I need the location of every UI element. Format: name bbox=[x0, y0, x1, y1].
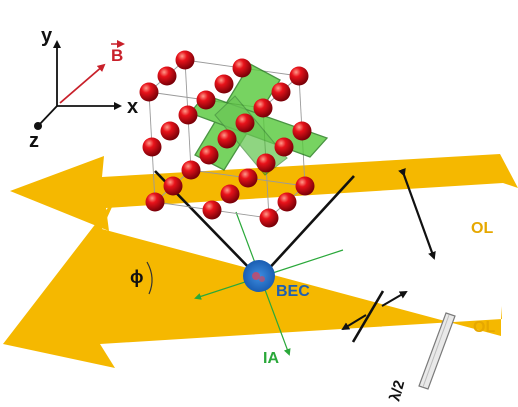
lattice-atoms bbox=[139, 50, 315, 228]
lattice-atom bbox=[217, 129, 237, 149]
angle-arc bbox=[146, 261, 153, 295]
polarization-arrow-upper bbox=[398, 167, 436, 260]
lattice-atom bbox=[142, 137, 162, 157]
polarization-arrows bbox=[341, 167, 436, 343]
lattice-atom bbox=[295, 176, 315, 196]
lattice-atom bbox=[181, 160, 201, 180]
bec-cloud bbox=[243, 260, 275, 292]
lattice-atom bbox=[145, 192, 165, 212]
lattice-atom bbox=[271, 82, 291, 102]
lattice-atom bbox=[292, 121, 312, 141]
lattice-atom bbox=[289, 66, 309, 86]
lattice-atom bbox=[277, 192, 297, 212]
axis-y-label: y bbox=[41, 25, 53, 47]
lattice-cube bbox=[139, 50, 329, 228]
lattice-atom bbox=[256, 153, 276, 173]
axis-x-label: x bbox=[127, 96, 138, 118]
lattice-atom bbox=[214, 74, 234, 94]
b-field-label: B bbox=[111, 46, 123, 65]
ol-lower-label: OL bbox=[473, 319, 495, 336]
lattice-atom bbox=[199, 145, 219, 165]
z-axis-line bbox=[37, 105, 58, 127]
angle-label: ϕ bbox=[130, 267, 144, 287]
labels: y x z B ϕ BEC IA OL OL λ/2 bbox=[29, 25, 495, 403]
lattice-atom bbox=[259, 208, 279, 228]
lattice-atom bbox=[232, 58, 252, 78]
lattice-atom bbox=[160, 121, 180, 141]
bec-label: BEC bbox=[276, 283, 310, 300]
coordinate-axes bbox=[34, 40, 122, 130]
polarization-arrow-lower-right bbox=[381, 290, 408, 307]
lattice-atom bbox=[202, 200, 222, 220]
waveplate-element bbox=[418, 312, 456, 390]
lattice-atom bbox=[235, 113, 255, 133]
lattice-atom bbox=[178, 105, 198, 125]
b-field-arrow bbox=[59, 63, 106, 104]
polarization-line-lower bbox=[351, 290, 385, 343]
axis-z-label: z bbox=[29, 130, 39, 152]
waveplate-label: λ/2 bbox=[386, 378, 408, 403]
lattice-atom bbox=[157, 66, 177, 86]
lattice-atom bbox=[253, 98, 273, 118]
ia-label: IA bbox=[263, 350, 279, 367]
polarization-arrow-lower-left bbox=[341, 314, 367, 331]
z-axis-dot bbox=[34, 122, 42, 130]
upper-beam-arrow bbox=[10, 154, 518, 231]
lattice-atom bbox=[274, 137, 294, 157]
lattice-atom bbox=[175, 50, 195, 70]
lattice-atom bbox=[196, 90, 216, 110]
lattice-atom bbox=[220, 184, 240, 204]
ol-upper-label: OL bbox=[471, 220, 493, 237]
lattice-atom bbox=[238, 168, 258, 188]
lattice-atom bbox=[163, 176, 183, 196]
lattice-atom bbox=[139, 82, 159, 102]
